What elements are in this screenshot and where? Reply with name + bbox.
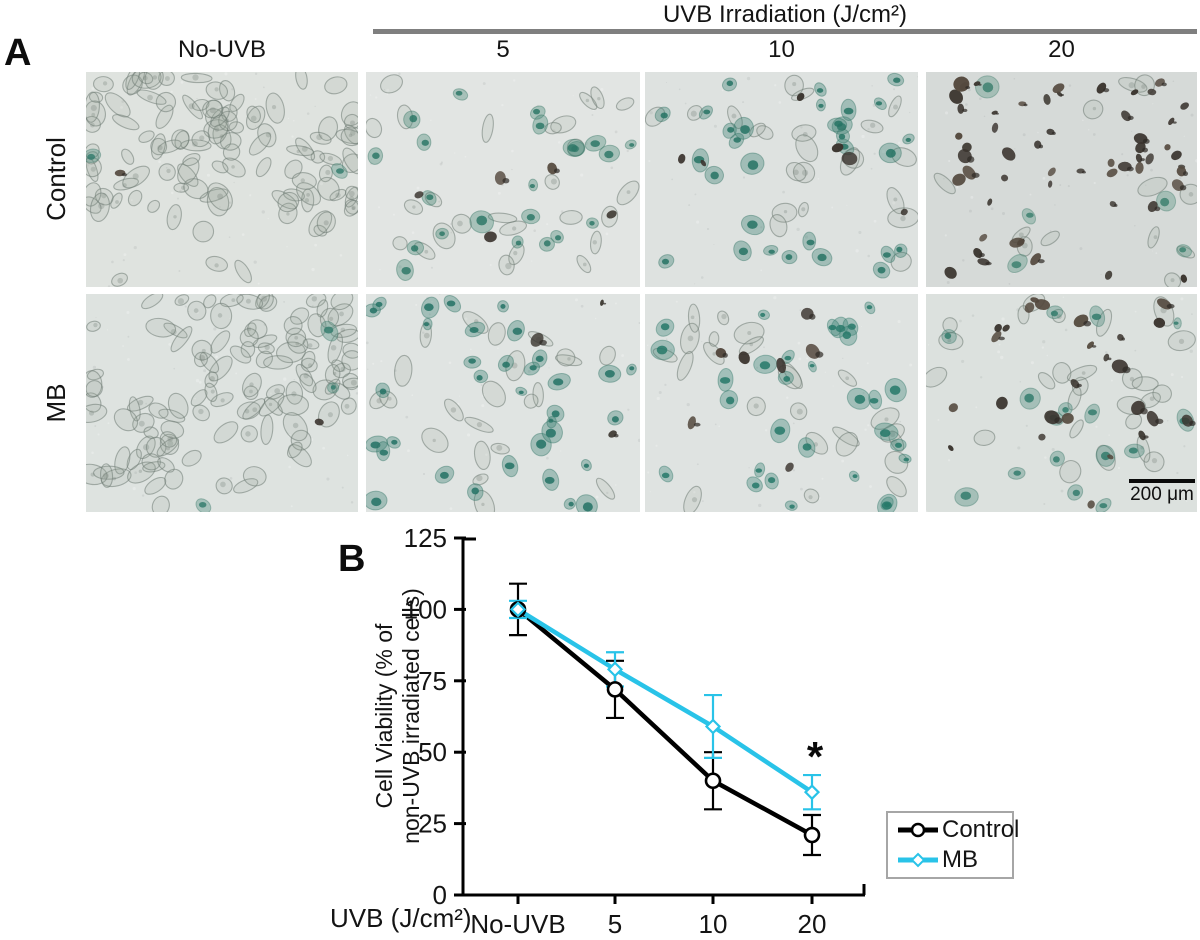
row-label-mb: MB <box>41 383 71 423</box>
data-point-control <box>509 601 527 618</box>
micrograph-control-no-uvb <box>86 72 358 287</box>
column-label-5: 5 <box>496 36 510 63</box>
column-label-10: 10 <box>768 36 795 63</box>
scale-bar-label: 200 μm <box>1130 484 1194 505</box>
micrograph-control-5 <box>366 72 640 287</box>
x-tick-label: 5 <box>608 909 622 939</box>
micrograph-mb-5 <box>366 294 640 512</box>
data-point-control <box>606 681 624 698</box>
series-line-control <box>515 607 815 838</box>
data-point-mb <box>509 601 527 618</box>
micrograph-mb-no-uvb <box>86 294 358 512</box>
column-label-20: 20 <box>1048 36 1075 63</box>
panel-b-label: B <box>338 538 367 580</box>
micrograph-mb-10 <box>645 294 918 512</box>
significance-asterisk: * <box>806 733 824 780</box>
data-point-mb <box>803 784 821 801</box>
legend-item-control: Control <box>896 816 1019 844</box>
x-axis-label: UVB (J/cm²) <box>330 903 472 933</box>
x-tick-label: 10 <box>699 909 728 939</box>
y-axis-label: Cell Viability (% of non-UVB irradiated … <box>371 588 424 844</box>
legend-swatch-mb-line-diamond-icon <box>898 852 938 868</box>
micrograph-control-10 <box>645 72 918 287</box>
data-point-control <box>704 772 722 790</box>
x-tick-label: No-UVB <box>470 909 565 939</box>
uvb-irradiation-header: UVB Irradiation (J/cm²) <box>662 1 908 28</box>
x-tick-label: 20 <box>798 909 827 939</box>
uvb-header-bar <box>373 29 1197 34</box>
data-point-mb <box>606 661 624 678</box>
scale-bar-line <box>1129 479 1195 483</box>
column-label-no-uvb: No-UVB <box>177 36 267 63</box>
panel-a-label: A <box>4 32 33 74</box>
micrograph-mb-20 <box>926 294 1197 512</box>
data-point-control <box>803 826 821 844</box>
legend-swatch-control-line-circle-icon <box>898 823 938 838</box>
micrograph-control-20 <box>926 72 1197 287</box>
data-point-mb <box>704 718 722 735</box>
row-label-control: Control <box>41 137 71 221</box>
chart-legend: Control MB <box>886 811 1019 879</box>
legend-item-mb: MB <box>896 846 1008 874</box>
series-line-mb <box>515 607 815 795</box>
